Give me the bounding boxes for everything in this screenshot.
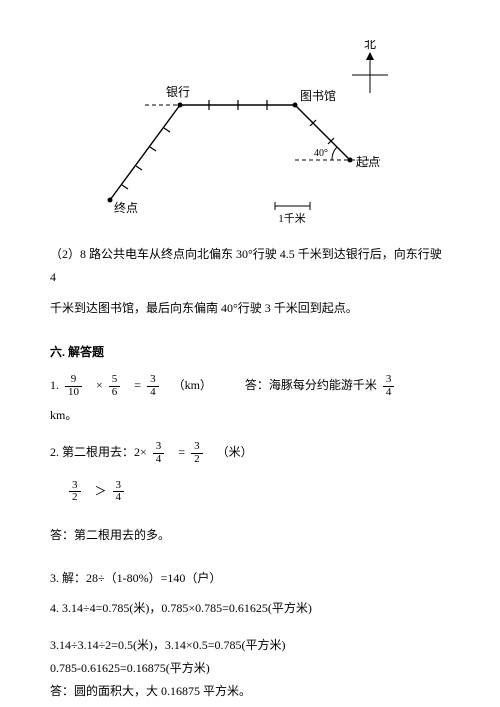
- section-title: 六. 解答题: [50, 341, 450, 364]
- angle-arc: [332, 147, 337, 160]
- node-end: [108, 198, 113, 203]
- answer-3: 3. 解：28÷（1-80%）=140（户）: [50, 567, 450, 590]
- angle-label: 40°: [314, 148, 328, 159]
- node-start: [348, 158, 353, 163]
- frac-3-2b: 32: [69, 480, 81, 504]
- start-label: 起点: [356, 155, 380, 169]
- frac-3-4b: 34: [383, 374, 395, 398]
- q2-line1: （2）8 路公共电车从终点向北偏东 30°行驶 4.5 千米到达银行后，向东行驶…: [50, 243, 450, 289]
- library-label: 图书馆: [300, 88, 336, 103]
- frac-5-6: 56: [109, 374, 121, 398]
- a2-pre: 2. 第二根用去：2×: [50, 445, 147, 459]
- a1-prefix: 1.: [50, 378, 59, 392]
- answer-4-l1: 4. 3.14÷4=0.785(米)，0.785×0.785=0.61625(平…: [50, 597, 450, 620]
- frac-3-4: 34: [147, 374, 159, 398]
- a2-answer: 答：第二根用去的多。: [50, 524, 450, 547]
- scale-label: 1千米: [278, 212, 306, 225]
- answer-1-expr: 1. 910 × 56 = 34 （km） 答：海豚每分约能游千米 34: [50, 374, 450, 398]
- a1-tail: km。: [50, 404, 450, 427]
- answer-4-l4: 答：圆的面积大，大 0.16875 平方米。: [50, 680, 450, 703]
- frac-3-2: 32: [191, 441, 203, 465]
- route-diagram: 北 40°: [50, 40, 450, 235]
- north-label: 北: [364, 40, 376, 51]
- cmp-gt: ＞: [95, 484, 107, 498]
- end-label: 终点: [114, 200, 138, 215]
- a1-unit: （km）: [173, 378, 212, 392]
- node-bank: [178, 103, 183, 108]
- q2-line2: 千米到达图书馆，最后向东偏南 40°行驶 3 千米回到起点。: [50, 297, 450, 320]
- bank-label: 银行: [166, 85, 190, 99]
- op-eq: =: [134, 378, 141, 392]
- node-library: [293, 103, 298, 108]
- answer-4-l3: 0.785-0.61625=0.16875(平方米): [50, 657, 450, 680]
- frac-3-4d: 34: [113, 480, 125, 504]
- a1-answer-pre: 答：海豚每分约能游千米: [245, 378, 377, 392]
- ticks-end-bank: [122, 128, 170, 189]
- answer-4-l2: 3.14÷3.14÷2=0.5(米)，3.14×0.5=0.785(平方米): [50, 634, 450, 657]
- answer-2-line1: 2. 第二根用去：2× 34 = 32 （米）: [50, 441, 450, 465]
- frac-3-4c: 34: [153, 441, 165, 465]
- op-times: ×: [96, 378, 103, 392]
- frac-9-10: 910: [65, 374, 82, 398]
- answer-2-compare: 32 ＞ 34: [66, 480, 450, 504]
- compass: 北: [352, 40, 388, 93]
- a2-eq: =: [178, 445, 185, 459]
- scale-bar: 1千米: [275, 202, 310, 225]
- a2-unit: （米）: [217, 445, 253, 459]
- seg-end-bank: [110, 105, 180, 200]
